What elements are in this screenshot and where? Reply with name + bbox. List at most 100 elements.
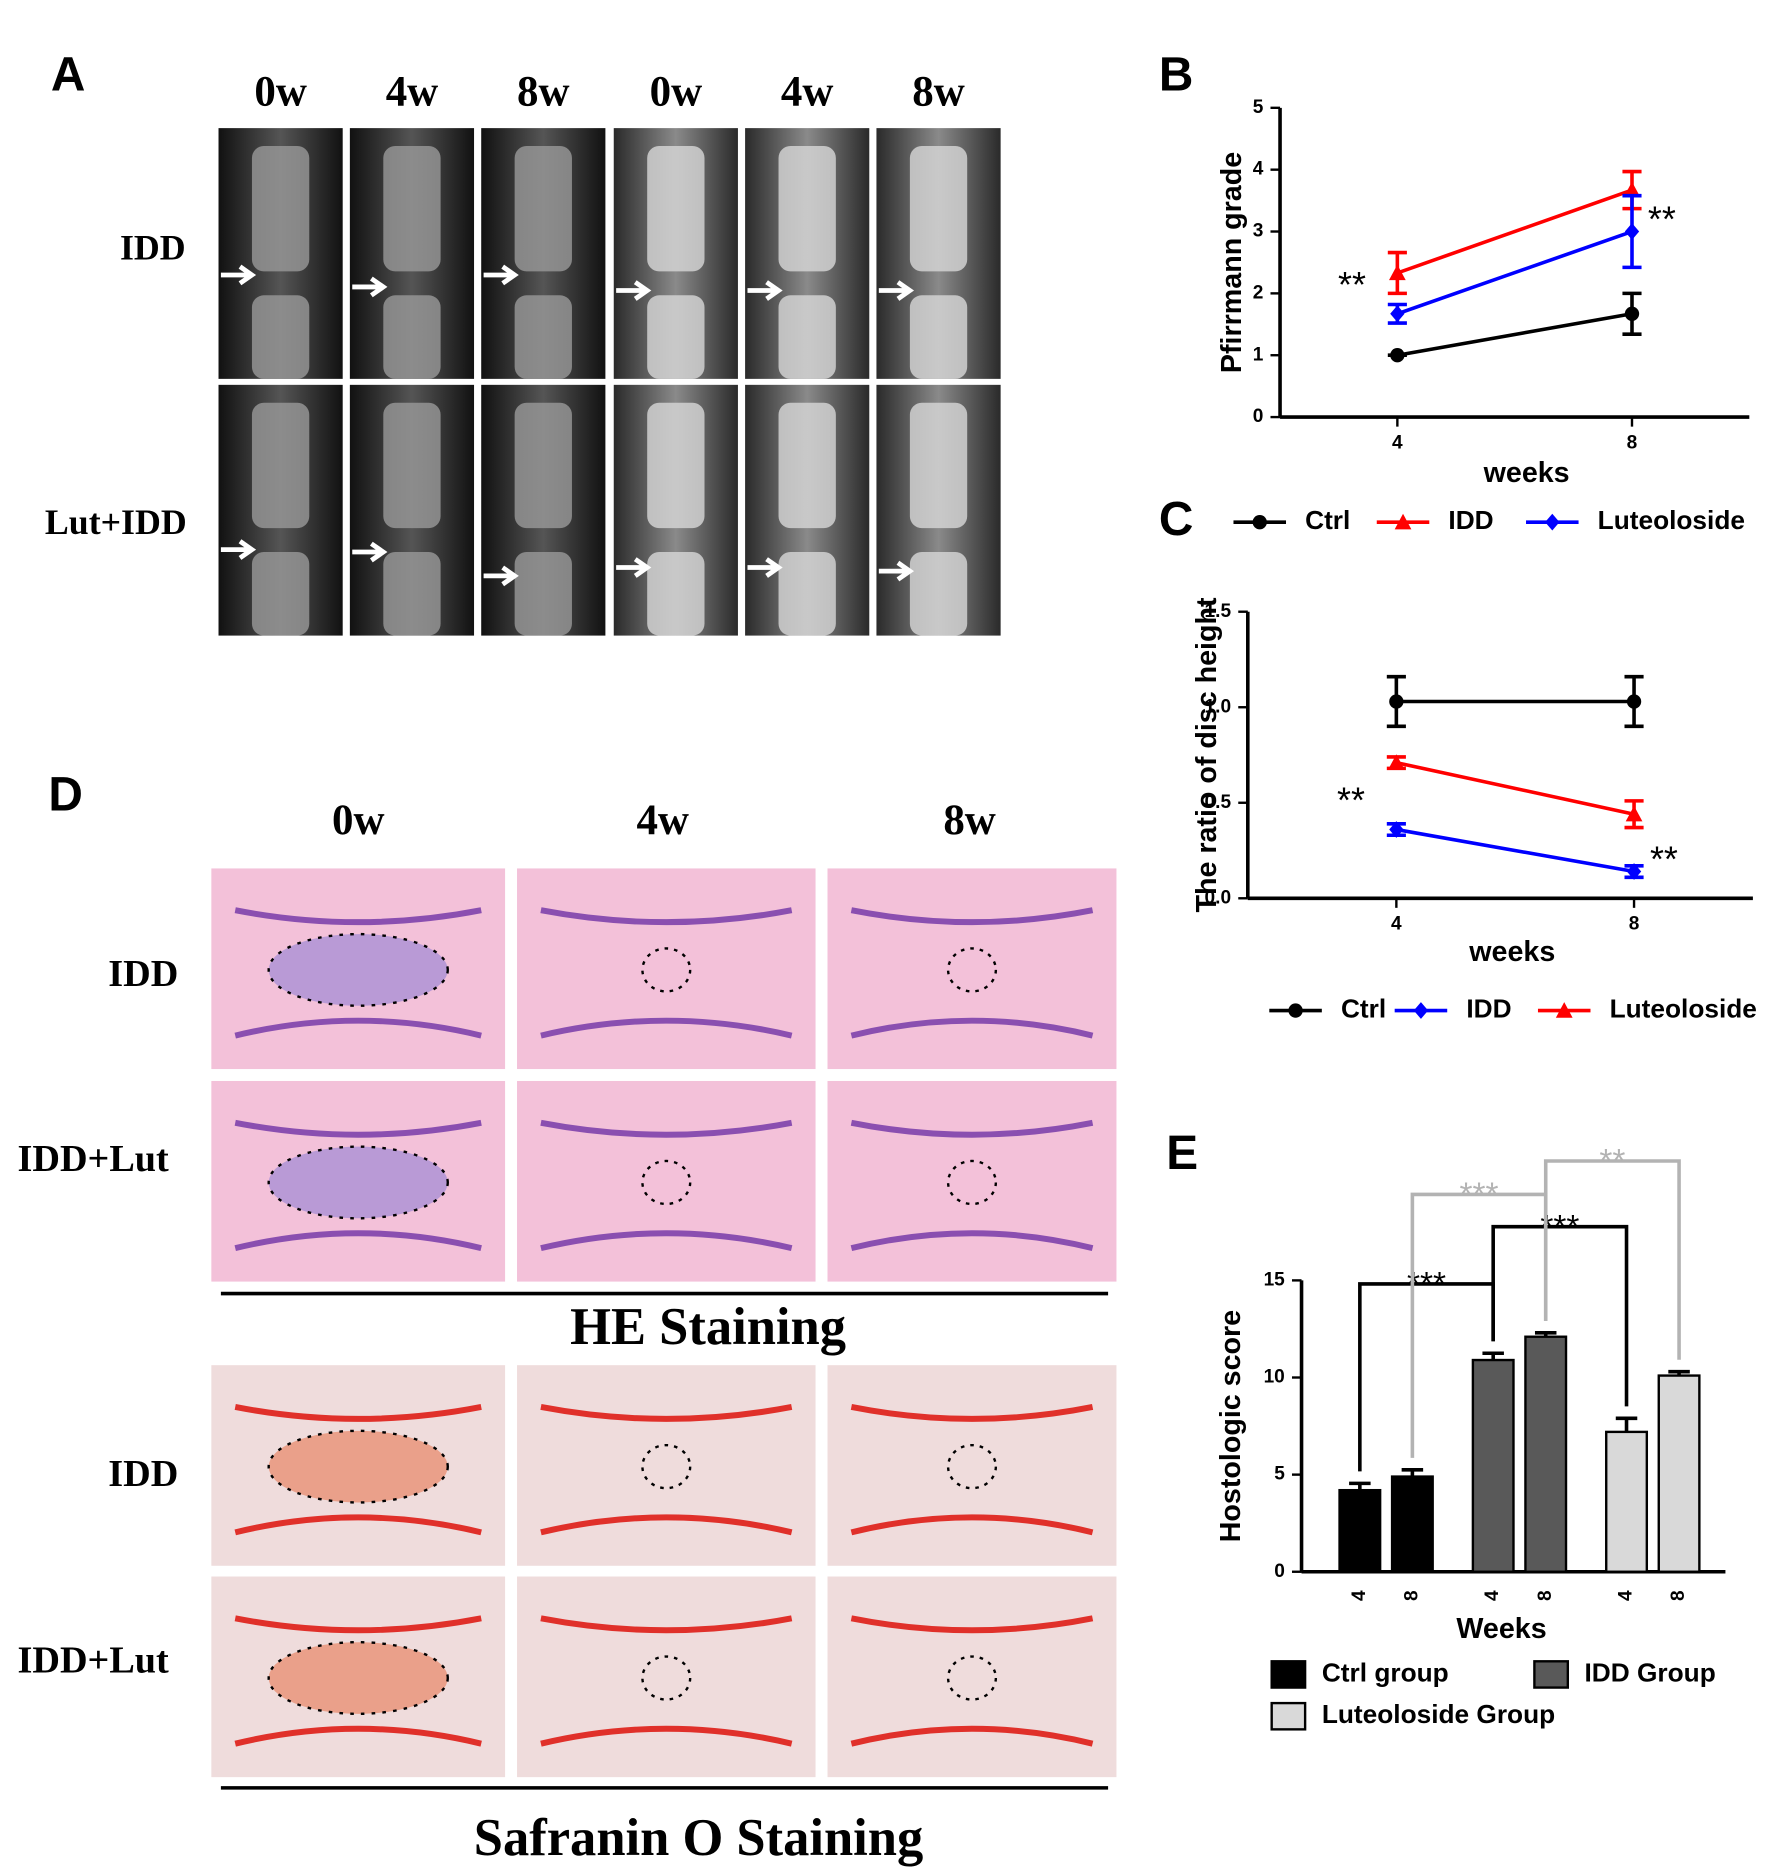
annotation: ** [1338, 265, 1366, 305]
annotation: ** [1650, 839, 1678, 879]
x-tick-label: 8 [1535, 1590, 1556, 1601]
marker [1389, 264, 1406, 281]
bar [1338, 1488, 1382, 1573]
legend-label: IDD Group [1585, 1657, 1716, 1687]
nucleus [267, 1145, 449, 1220]
nucleus [267, 1641, 449, 1716]
x-tick-label: 4 [1616, 1590, 1637, 1601]
legend-swatch [1270, 1701, 1307, 1731]
endplate [234, 907, 482, 926]
vertebra [514, 146, 572, 272]
arrow [878, 560, 915, 582]
vertebra [251, 146, 310, 272]
legend-marker [1555, 1002, 1573, 1018]
vertebra [383, 402, 441, 529]
endplate [850, 1725, 1094, 1747]
legend-marker [1288, 1003, 1303, 1018]
x-tick-label: 4 [1482, 1590, 1503, 1601]
endplate [234, 1230, 482, 1252]
legend-swatch [1270, 1660, 1307, 1689]
vertebra [647, 295, 705, 379]
vertebra [647, 402, 705, 529]
y-axis-label: Hostologic score [1215, 1310, 1247, 1542]
legend-marker [1545, 513, 1560, 531]
vertebra [383, 552, 441, 636]
bar [1657, 1374, 1701, 1573]
line [1395, 760, 1635, 816]
nucleus [946, 947, 998, 993]
vertebra [383, 146, 441, 272]
endplate [540, 1119, 793, 1138]
x-tick-label: 4 [1391, 914, 1402, 935]
endplate [850, 1230, 1094, 1252]
bar [1390, 1475, 1434, 1573]
y-tick-label: 1.5 [1205, 601, 1232, 622]
vertebra [778, 552, 836, 636]
marker [1624, 223, 1640, 240]
y-tick-label: 3 [1253, 221, 1264, 242]
x-axis-label: weeks [1468, 936, 1555, 968]
x-tick-label: 8 [1629, 914, 1640, 935]
column-label: 0w [254, 69, 307, 116]
nucleus [641, 1655, 692, 1701]
endplate [850, 1119, 1094, 1138]
legend-label: Luteoloside Group [1322, 1699, 1555, 1729]
legend-label: IDD [1466, 993, 1511, 1023]
vertebra [251, 295, 310, 379]
legend-label: Luteoloside [1598, 505, 1745, 535]
x-tick-label: 4 [1349, 1590, 1370, 1601]
vertebra [383, 295, 441, 379]
marker [1389, 694, 1404, 709]
vertebra [251, 552, 310, 636]
endplate [234, 1119, 482, 1138]
x-tick-label: 8 [1401, 1590, 1422, 1601]
arrow [616, 557, 652, 578]
y-tick-label: 0 [1253, 406, 1264, 427]
column-label: 4w [386, 69, 439, 116]
endplate [234, 1725, 482, 1747]
endplate [540, 1514, 793, 1536]
y-tick-label: 2 [1253, 282, 1264, 303]
line [1396, 827, 1635, 874]
nucleus [267, 1429, 449, 1504]
panel-label: A [51, 49, 85, 102]
endplate [850, 1404, 1094, 1422]
marker [1390, 305, 1405, 323]
y-tick-label: 0 [1274, 1561, 1285, 1582]
y-tick-label: 1 [1253, 344, 1264, 365]
caption: Safranin O Staining [474, 1809, 923, 1867]
nucleus [641, 947, 692, 993]
endplate [850, 1615, 1094, 1634]
row-label: IDD [120, 227, 186, 267]
x-tick-label: 4 [1392, 432, 1403, 453]
x-axis-label: weeks [1483, 457, 1570, 489]
vertebra [514, 402, 572, 529]
annotation: ** [1648, 199, 1676, 239]
legend-marker [1252, 514, 1267, 530]
significance-label: ** [1599, 1143, 1625, 1180]
vertebra [514, 552, 572, 636]
endplate [850, 1514, 1094, 1536]
legend-swatch [1533, 1660, 1570, 1689]
marker [1390, 348, 1405, 363]
y-tick-label: 0.0 [1205, 887, 1232, 908]
row-label: IDD+Lut [18, 1639, 170, 1681]
marker [1625, 805, 1643, 822]
bar [1524, 1335, 1568, 1573]
y-tick-label: 0.5 [1205, 792, 1232, 813]
significance-label: *** [1460, 1177, 1499, 1214]
nucleus [946, 1443, 998, 1490]
y-axis-label: Pfirrmann grade [1216, 152, 1248, 373]
legend-label: Ctrl [1305, 505, 1350, 535]
image [517, 868, 816, 1070]
vertebra [251, 402, 310, 529]
vertebra [909, 295, 968, 379]
image [827, 1365, 1117, 1566]
row-label: IDD+Lut [18, 1138, 170, 1180]
line [1396, 229, 1633, 316]
endplate [234, 1404, 482, 1422]
marker [1624, 306, 1640, 321]
column-label: 8w [517, 69, 570, 116]
line [1396, 188, 1633, 275]
endplate [850, 1017, 1094, 1039]
